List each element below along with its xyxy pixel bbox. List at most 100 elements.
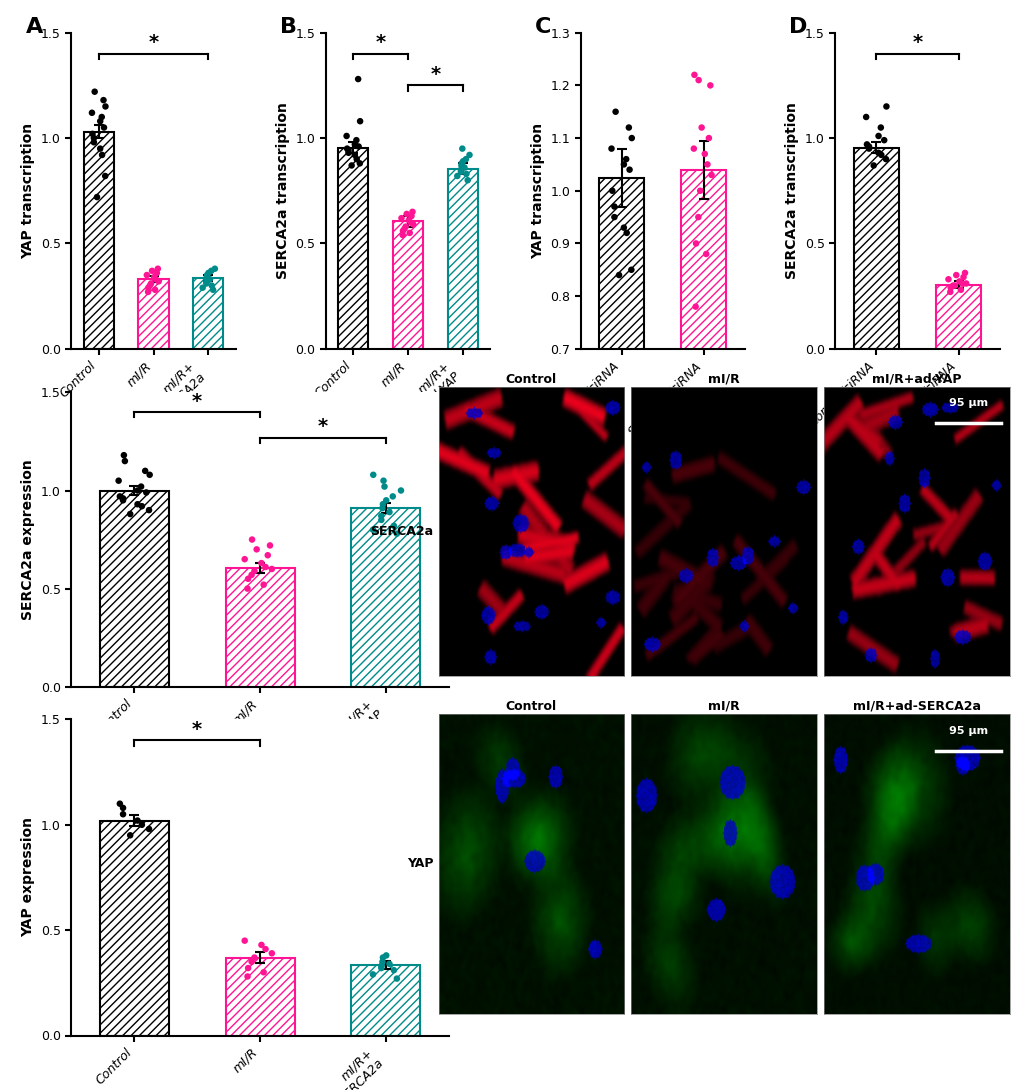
Point bbox=[703, 166, 719, 183]
Point bbox=[255, 964, 271, 981]
Point bbox=[397, 218, 414, 235]
Point bbox=[138, 484, 154, 501]
Text: *: * bbox=[375, 33, 385, 52]
Point bbox=[110, 472, 126, 489]
Point bbox=[690, 208, 706, 226]
Point bbox=[685, 140, 701, 157]
Point bbox=[97, 98, 113, 116]
Point bbox=[869, 144, 886, 161]
Point bbox=[352, 155, 368, 172]
Point bbox=[137, 462, 153, 480]
Point bbox=[365, 966, 381, 983]
Point bbox=[85, 125, 101, 143]
Bar bbox=[681, 170, 726, 717]
Title: mI/R: mI/R bbox=[707, 700, 740, 713]
Point bbox=[872, 146, 889, 164]
Bar bbox=[100, 821, 169, 1036]
Point bbox=[132, 477, 149, 495]
Point bbox=[244, 531, 260, 548]
Point bbox=[385, 961, 401, 979]
Title: mI/R+ad-YAP: mI/R+ad-YAP bbox=[871, 373, 961, 386]
Point bbox=[374, 948, 390, 966]
Point bbox=[452, 161, 469, 179]
Point bbox=[84, 104, 100, 121]
Point bbox=[139, 266, 155, 283]
Point bbox=[350, 71, 366, 88]
Point bbox=[122, 826, 139, 844]
Title: mI/R+ad-SERCA2a: mI/R+ad-SERCA2a bbox=[852, 700, 980, 713]
Point bbox=[246, 948, 262, 966]
Y-axis label: YAP expression: YAP expression bbox=[21, 818, 36, 937]
Point bbox=[957, 275, 973, 292]
Point bbox=[623, 261, 639, 278]
Point bbox=[95, 92, 111, 109]
Point bbox=[111, 795, 127, 812]
Point bbox=[94, 108, 110, 125]
Point bbox=[115, 489, 131, 507]
Point bbox=[461, 146, 477, 164]
Point bbox=[615, 219, 632, 237]
Bar bbox=[351, 965, 420, 1036]
Bar bbox=[84, 132, 114, 349]
Text: YAP: YAP bbox=[407, 858, 433, 870]
Point bbox=[381, 504, 397, 521]
Point bbox=[129, 482, 146, 499]
Point bbox=[455, 159, 472, 177]
Title: Control: Control bbox=[505, 700, 556, 713]
Point bbox=[623, 130, 639, 147]
Point bbox=[264, 945, 280, 962]
Point bbox=[199, 266, 215, 283]
Point bbox=[460, 171, 476, 189]
Point bbox=[262, 536, 278, 554]
Point bbox=[149, 264, 165, 281]
Point bbox=[94, 146, 110, 164]
Point bbox=[253, 555, 269, 572]
Point bbox=[607, 102, 624, 120]
Point bbox=[365, 521, 381, 538]
Bar bbox=[139, 279, 168, 349]
Point bbox=[699, 156, 715, 173]
Point bbox=[453, 140, 470, 157]
Point bbox=[244, 953, 260, 970]
Point bbox=[452, 157, 469, 174]
Text: 95 μm: 95 μm bbox=[948, 398, 987, 408]
Point bbox=[257, 941, 273, 958]
Point bbox=[148, 270, 164, 288]
Text: *: * bbox=[430, 64, 440, 84]
Point bbox=[150, 261, 166, 278]
Point bbox=[394, 227, 411, 244]
Point bbox=[86, 134, 102, 152]
Point bbox=[869, 128, 886, 145]
Point bbox=[381, 955, 397, 972]
Point bbox=[122, 506, 139, 523]
Bar bbox=[100, 490, 169, 687]
Point bbox=[877, 150, 894, 168]
Bar bbox=[853, 147, 898, 349]
Point bbox=[140, 279, 156, 296]
Point bbox=[199, 268, 215, 286]
Point bbox=[610, 266, 627, 283]
Point bbox=[141, 821, 157, 838]
Bar bbox=[392, 221, 423, 349]
Point bbox=[953, 275, 969, 292]
Point bbox=[687, 234, 703, 252]
Text: 95 μm: 95 μm bbox=[948, 726, 987, 736]
Point bbox=[621, 119, 637, 136]
Point bbox=[373, 959, 389, 977]
Point bbox=[603, 140, 620, 157]
Point bbox=[385, 517, 401, 534]
Point bbox=[942, 283, 958, 301]
Text: SERCA2a: SERCA2a bbox=[370, 525, 433, 537]
Point bbox=[374, 499, 390, 517]
Point bbox=[207, 261, 223, 278]
Point bbox=[687, 298, 703, 315]
Text: A: A bbox=[25, 16, 43, 37]
Point bbox=[347, 132, 364, 149]
Point bbox=[144, 262, 160, 279]
Point bbox=[204, 277, 220, 294]
Point bbox=[346, 146, 363, 164]
Point bbox=[618, 150, 634, 168]
Point bbox=[141, 501, 157, 519]
Point bbox=[400, 211, 417, 229]
Point bbox=[453, 155, 470, 172]
